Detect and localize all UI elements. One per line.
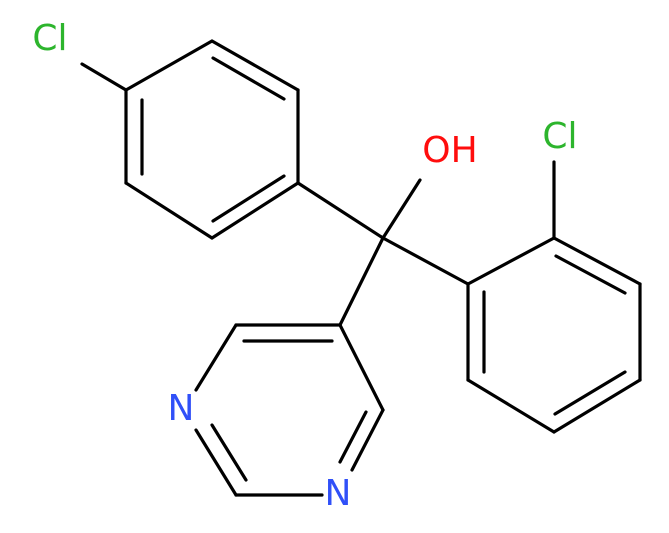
atom-label: N <box>168 388 195 429</box>
bond <box>338 410 368 464</box>
bond <box>466 378 556 434</box>
atom-label: Cl <box>542 116 577 157</box>
bond <box>350 408 385 472</box>
atom-label: Cl <box>32 18 67 59</box>
bond <box>553 370 627 416</box>
bond <box>124 39 214 92</box>
bond <box>210 39 300 92</box>
bond <box>381 236 470 286</box>
atom-label: OH <box>422 130 477 171</box>
bond <box>554 254 627 295</box>
bond <box>211 56 286 101</box>
bond <box>211 174 286 223</box>
bond <box>194 428 238 497</box>
bond <box>194 323 238 392</box>
bond <box>210 181 300 240</box>
bond <box>296 181 385 240</box>
bond <box>210 423 248 482</box>
bond <box>552 236 642 286</box>
bond <box>338 323 385 412</box>
atom-label: N <box>325 473 352 514</box>
bond <box>552 378 642 434</box>
bond <box>381 178 422 240</box>
bond <box>80 62 128 92</box>
bond <box>338 236 385 327</box>
bond <box>466 236 556 286</box>
bond <box>124 181 214 240</box>
bonds <box>80 39 642 497</box>
